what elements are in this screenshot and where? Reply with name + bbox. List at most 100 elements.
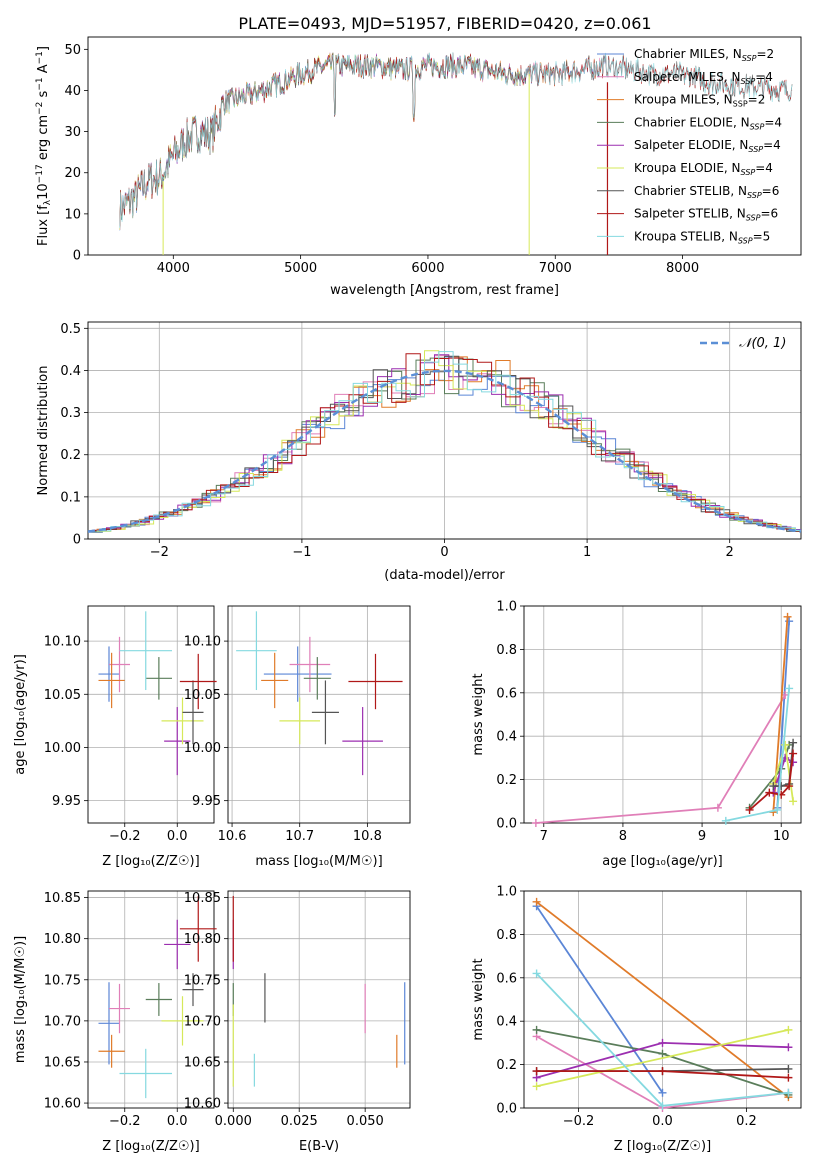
y-axis-label: mass weight — [471, 958, 486, 1040]
x-tick-label: 10.8 — [353, 829, 382, 844]
x-axis-label: E(B-V) — [299, 1139, 339, 1154]
y-tick-label: 10.10 — [184, 635, 221, 650]
axes-frame — [87, 605, 215, 824]
y-tick-label: 0.0 — [496, 817, 517, 832]
y-axis-label: age [log₁₀(age/yr)] — [13, 654, 28, 775]
y-tick-label: 10.85 — [184, 891, 221, 906]
axes-frame — [87, 36, 802, 256]
spectrum-line — [119, 53, 606, 231]
x-axis-label: Z [log₁₀(Z/Z☉)] — [614, 1139, 711, 1154]
x-tick-label: 4000 — [157, 261, 190, 276]
legend-entry: Chabrier ELODIE, NSSP=4 — [634, 115, 782, 131]
y-tick-label: 20 — [64, 166, 81, 181]
axes-frame — [523, 605, 802, 824]
weight-marker — [713, 803, 722, 812]
x-axis-label: (data-model)/error — [384, 568, 505, 583]
spectrum-line — [119, 53, 530, 231]
y-tick-label: 10.00 — [184, 741, 221, 756]
y-tick-label: 0.1 — [60, 490, 81, 505]
y-tick-label: 10.75 — [44, 973, 81, 988]
age-vs-mass-plot: 10.6 10.7 10.8 9.95 10.00 10.05 10.10 mass [log… — [184, 605, 411, 869]
y-tick-label: 10.05 — [184, 688, 221, 703]
histogram-steps — [88, 357, 801, 533]
x-axis-label: mass [log₁₀(M/M☉)] — [255, 854, 382, 869]
spectrum-line — [119, 52, 530, 231]
x-tick-label: 10.7 — [285, 829, 314, 844]
x-tick-label: −0.2 — [109, 1114, 141, 1129]
weight-line — [772, 616, 789, 813]
y-tick-label: 1.0 — [496, 885, 517, 900]
y-tick-label: 10.00 — [44, 741, 81, 756]
weight-marker — [658, 1088, 667, 1097]
y-tick-label: 0.6 — [496, 686, 517, 701]
residual-histogram: −2 −1 0 1 2 0 0.1 0.2 0.3 0.4 0.5 (data-model)/erro… — [36, 321, 802, 583]
weight-marker — [658, 1038, 667, 1047]
y-axis-label: Flux [fλ10−17 erg cm−2 s−1 A−1] — [35, 46, 53, 246]
y-axis-label: mass [log₁₀(M/M☉)] — [13, 936, 28, 1063]
spectrum-line — [119, 52, 606, 230]
figure-title: PLATE=0493, MJD=51957, FIBERID=0420, z=0… — [238, 14, 651, 33]
weight-marker — [781, 740, 790, 749]
weight-marker — [532, 969, 541, 978]
x-tick-label: −0.2 — [109, 829, 141, 844]
weight-marker — [745, 805, 754, 814]
axes-frame — [87, 890, 215, 1109]
y-tick-label: 0.2 — [496, 773, 517, 788]
legend-entry: Kroupa ELODIE, NSSP=4 — [634, 161, 773, 177]
y-tick-label: 0.4 — [496, 1015, 517, 1030]
mass-vs-z-plot: −0.2 0.0 10.60 10.65 10.70 10.75 10.80 10.85 Z [… — [13, 890, 217, 1154]
weight-marker — [532, 897, 541, 906]
spectrum-line — [119, 53, 606, 228]
y-tick-label: 10.75 — [184, 973, 221, 988]
weight-marker — [765, 788, 774, 797]
y-tick-label: 0.4 — [496, 730, 517, 745]
legend-entry: Kroupa MILES, NSSP=2 — [634, 93, 765, 109]
y-tick-label: 40 — [64, 84, 81, 99]
x-axis-label: age [log₁₀(age/yr)] — [602, 854, 723, 869]
y-tick-label: 10.10 — [44, 635, 81, 650]
weight-marker — [783, 612, 792, 621]
weight-marker — [784, 1043, 793, 1052]
legend-entry: Salpeter ELODIE, NSSP=4 — [634, 138, 781, 154]
x-axis-label: wavelength [Angstrom, rest frame] — [330, 283, 559, 298]
legend-entry: Chabrier STELIB, NSSP=6 — [634, 184, 779, 200]
y-tick-label: 50 — [64, 43, 81, 58]
x-tick-label: 8 — [619, 829, 627, 844]
x-tick-label: 7 — [540, 829, 548, 844]
x-tick-label: 0.0 — [167, 1114, 188, 1129]
weight-marker — [769, 782, 778, 791]
x-tick-label: 0.025 — [281, 1114, 318, 1129]
mass-weight-vs-z-plot: −0.2 0.0 0.2 0.0 0.2 0.4 0.6 0.8 1.0 Z [log₁₀(Z/Z… — [471, 885, 802, 1154]
y-tick-label: 10.70 — [184, 1014, 221, 1029]
weight-marker — [785, 684, 794, 693]
spectrum-line — [119, 52, 793, 228]
y-tick-label: 0.2 — [60, 448, 81, 463]
y-tick-label: 0 — [73, 533, 81, 548]
y-axis-label: mass weight — [471, 673, 486, 755]
legend-entry: Chabrier MILES, NSSP=2 — [634, 47, 774, 63]
x-tick-label: 0.0 — [652, 1114, 673, 1129]
x-tick-label: 0.000 — [215, 1114, 252, 1129]
y-tick-label: 10.80 — [184, 932, 221, 947]
weight-marker — [784, 1064, 793, 1073]
y-tick-label: 0 — [73, 249, 81, 264]
y-tick-label: 0.6 — [496, 971, 517, 986]
y-tick-label: 10.85 — [44, 891, 81, 906]
weight-marker — [658, 1067, 667, 1076]
y-tick-label: 0.4 — [60, 364, 81, 379]
weight-marker — [773, 805, 782, 814]
y-tick-label: 0.8 — [496, 928, 517, 943]
y-tick-label: 10.60 — [44, 1097, 81, 1112]
x-tick-label: 8000 — [666, 261, 699, 276]
y-tick-label: 10.80 — [44, 932, 81, 947]
y-axis-label: Normed distribution — [36, 366, 51, 496]
x-tick-label: 0 — [440, 545, 448, 560]
y-tick-label: 10.65 — [44, 1055, 81, 1070]
x-tick-label: 5000 — [284, 261, 317, 276]
axes-frame — [227, 605, 411, 824]
y-tick-label: 0.5 — [60, 322, 81, 337]
weight-marker — [532, 1082, 541, 1091]
weight-marker — [789, 797, 798, 806]
x-tick-label: 0.0 — [167, 829, 188, 844]
x-tick-label: 10 — [773, 829, 790, 844]
